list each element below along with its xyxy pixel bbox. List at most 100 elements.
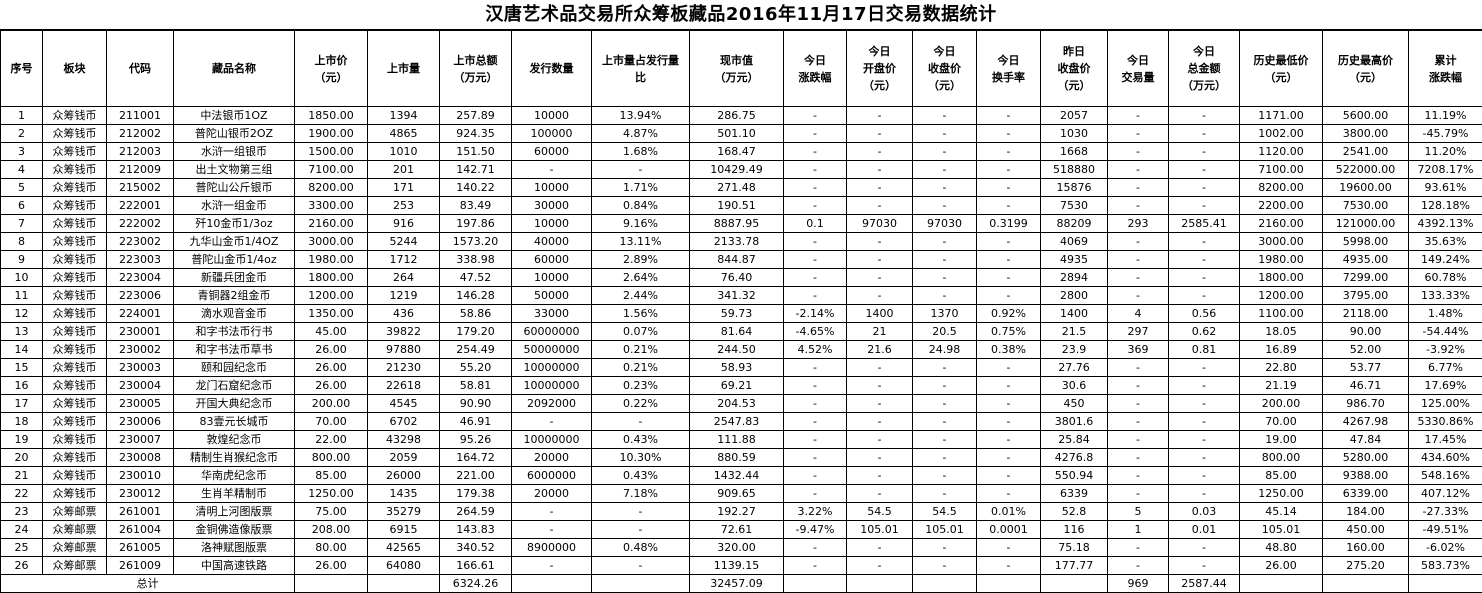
table-cell: 6702 [367, 412, 440, 431]
table-cell: 450 [1040, 394, 1108, 413]
table-cell: - [783, 466, 847, 485]
trading-data-table: 序号 板块 代码 藏品名称 上市价 （元） 上市量 上市总额 （万元） 发行数量 上市量占发行量… [0, 30, 1482, 593]
table-cell: 众筹钱币 [42, 106, 107, 125]
table-cell: - [846, 556, 913, 575]
table-cell: 8 [0, 232, 43, 251]
table-cell: - [1107, 232, 1169, 251]
table-cell: 众筹钱币 [42, 304, 107, 323]
table-cell: 4392.13% [1408, 214, 1482, 233]
table-cell: 35279 [367, 502, 440, 521]
table-cell: 95.26 [439, 430, 512, 449]
table-cell: 1370 [912, 304, 977, 323]
table-cell: 1394 [367, 106, 440, 125]
table-cell: 4935 [1040, 250, 1108, 269]
table-cell: 1573.20 [439, 232, 512, 251]
table-row: 2 众筹钱币 212002 普陀山银币2OZ 1900.00 4865 924.35 1000… [0, 124, 1482, 143]
table-cell: 45.14 [1239, 502, 1323, 521]
table-cell: 10000 [511, 214, 592, 233]
table-cell: 10.30% [591, 448, 690, 467]
table-cell: 26 [0, 556, 43, 575]
table-cell: 35.63% [1408, 232, 1482, 251]
table-cell: - [912, 160, 977, 179]
column-header: 上市价 （元） [294, 30, 368, 107]
table-cell: 5 [1107, 502, 1169, 521]
table-cell: - [1168, 268, 1240, 287]
table-cell: 0.92% [976, 304, 1041, 323]
table-cell: 0.21% [591, 358, 690, 377]
table-cell: 261009 [106, 556, 174, 575]
table-cell: 生肖羊精制币 [173, 484, 295, 503]
table-cell: 水浒一组银币 [173, 142, 295, 161]
total-cell [1239, 574, 1323, 593]
table-cell: 522000.00 [1322, 160, 1409, 179]
table-cell: 133.33% [1408, 286, 1482, 305]
table-cell: 168.47 [689, 142, 784, 161]
table-cell: 3 [0, 142, 43, 161]
table-cell: - [1107, 178, 1169, 197]
table-cell: 9388.00 [1322, 466, 1409, 485]
table-cell: 6000000 [511, 466, 592, 485]
table-cell: - [912, 448, 977, 467]
table-cell: 1350.00 [294, 304, 368, 323]
table-cell: 81.64 [689, 322, 784, 341]
table-cell: 230010 [106, 466, 174, 485]
table-row: 16 众筹钱币 230004 龙门石窟纪念币 26.00 22618 58.81 100000… [0, 376, 1482, 395]
table-cell: 261004 [106, 520, 174, 539]
table-cell: 普陀山银币2OZ [173, 124, 295, 143]
table-cell: 30000 [511, 196, 592, 215]
table-cell: - [783, 538, 847, 557]
table-cell: 264 [367, 268, 440, 287]
table-cell: 1.71% [591, 178, 690, 197]
table-cell: - [976, 124, 1041, 143]
table-cell: 230003 [106, 358, 174, 377]
table-row: 8 众筹钱币 223002 九华山金币1/4OZ 3000.00 5244 1573.20 4… [0, 232, 1482, 251]
column-header: 现市值 （万元） [689, 30, 784, 107]
table-cell: 320.00 [689, 538, 784, 557]
table-cell: - [1168, 412, 1240, 431]
table-cell: - [912, 268, 977, 287]
table-cell: 出土文物第三组 [173, 160, 295, 179]
table-cell: 19 [0, 430, 43, 449]
table-cell: 0.75% [976, 322, 1041, 341]
table-cell: 众筹钱币 [42, 412, 107, 431]
table-cell: 众筹钱币 [42, 448, 107, 467]
table-row: 23 众筹邮票 261001 清明上河图版票 75.00 35279 264.59- -192… [0, 502, 1482, 521]
table-cell: 100000 [511, 124, 592, 143]
table-cell: 9 [0, 250, 43, 269]
table-cell: 众筹钱币 [42, 232, 107, 251]
table-cell: 53.77 [1322, 358, 1409, 377]
table-cell: 和字书法币草书 [173, 340, 295, 359]
table-cell: - [846, 232, 913, 251]
table-cell: 8200.00 [1239, 178, 1323, 197]
table-cell: 10 [0, 268, 43, 287]
table-cell: 21 [846, 322, 913, 341]
table-cell: 开国大典纪念币 [173, 394, 295, 413]
table-cell: 2160.00 [1239, 214, 1323, 233]
table-cell: 75.00 [294, 502, 368, 521]
table-row: 13 众筹钱币 230001 和字书法币行书 45.00 39822 179.20 60000… [0, 322, 1482, 341]
total-label: 总计 [0, 574, 295, 593]
table-cell: - [783, 196, 847, 215]
table-cell: -4.65% [783, 322, 847, 341]
table-cell: - [783, 160, 847, 179]
table-row: 1 众筹钱币 211001 中法银币1OZ 1850.00 1394 257.89 10000… [0, 106, 1482, 125]
table-cell: 众筹钱币 [42, 124, 107, 143]
table-cell: 201 [367, 160, 440, 179]
table-cell: - [591, 556, 690, 575]
table-cell: 22.80 [1239, 358, 1323, 377]
table-cell: 0.38% [976, 340, 1041, 359]
table-cell: - [511, 160, 592, 179]
table-cell: 261001 [106, 502, 174, 521]
table-cell: 223006 [106, 286, 174, 305]
table-cell: 105.01 [1239, 520, 1323, 539]
table-cell: - [783, 430, 847, 449]
table-cell: 4 [0, 160, 43, 179]
table-cell: 261005 [106, 538, 174, 557]
table-cell: 10000 [511, 178, 592, 197]
table-cell: - [1168, 538, 1240, 557]
table-cell: 17.69% [1408, 376, 1482, 395]
table-cell: 26.00 [294, 556, 368, 575]
table-cell: 224001 [106, 304, 174, 323]
total-volume: 969 [1107, 574, 1169, 593]
table-cell: 7208.17% [1408, 160, 1482, 179]
